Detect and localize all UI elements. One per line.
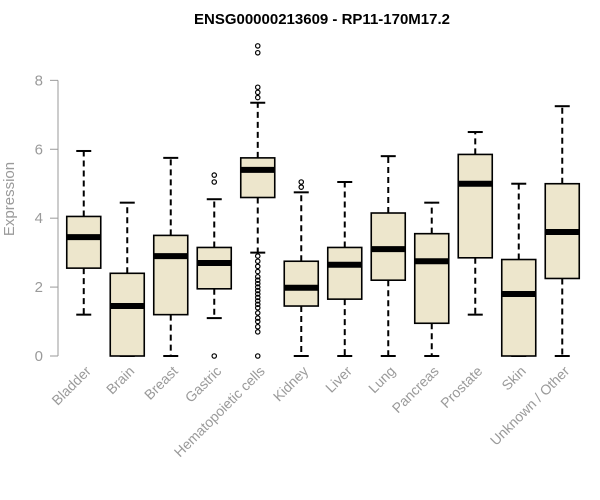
outlier-point <box>298 179 305 185</box>
box-gastric <box>196 172 233 359</box>
outlier-point <box>254 315 261 321</box>
outlier-point <box>254 287 261 294</box>
chart-title: ENSG00000213609 - RP11-170M17.2 <box>194 11 450 28</box>
x-tick-label: Liver <box>322 363 355 396</box>
outlier-point <box>254 329 261 335</box>
boxes-group <box>65 43 581 359</box>
outlier-point <box>254 310 261 316</box>
outlier-point <box>254 84 261 91</box>
x-tick-label: Breast <box>141 363 181 403</box>
box-lung <box>370 155 407 357</box>
y-axis-label: Expression <box>1 162 18 236</box>
iqr-box <box>457 153 494 259</box>
x-tick-label: Pancreas <box>389 363 442 416</box>
iqr-box <box>65 215 102 269</box>
x-tick-label: Skin <box>498 363 529 394</box>
box-pancreas <box>413 201 450 357</box>
iqr-box <box>196 246 233 290</box>
outlier-point <box>254 294 261 301</box>
x-tick-label: Brain <box>103 363 137 397</box>
y-tick-label: 6 <box>35 141 43 158</box>
box-bladder <box>65 149 102 316</box>
box-kidney <box>283 179 320 357</box>
box-unknown-other <box>544 105 581 357</box>
outlier-point <box>211 172 218 178</box>
outlier-point <box>254 253 261 259</box>
iqr-box <box>109 272 146 357</box>
iqr-box <box>413 232 450 325</box>
y-tick-label: 0 <box>35 348 43 365</box>
outlier-point <box>211 179 218 185</box>
outlier-point <box>254 258 261 265</box>
y-tick-label: 2 <box>35 279 43 296</box>
x-tick-label: Gastric <box>182 363 225 406</box>
iqr-box <box>500 258 537 357</box>
box-prostate <box>457 131 494 316</box>
outlier-point <box>254 273 261 280</box>
iqr-box <box>283 260 320 307</box>
outlier-point <box>254 304 261 311</box>
outlier-point <box>211 353 218 359</box>
outlier-point <box>298 184 305 190</box>
iqr-box <box>326 246 363 300</box>
x-tick-label: Bladder <box>48 363 94 409</box>
iqr-box <box>239 157 276 199</box>
x-tick-label: Kidney <box>270 363 312 405</box>
outlier-point <box>254 263 261 270</box>
outlier-point <box>254 291 261 297</box>
outlier-point <box>254 280 261 287</box>
x-tick-label: Lung <box>365 363 398 396</box>
x-tick-label: Prostate <box>437 363 485 411</box>
box-liver <box>326 180 363 357</box>
outlier-point <box>254 94 261 101</box>
outlier-point <box>254 318 261 325</box>
box-brain <box>109 201 146 357</box>
box-skin <box>500 182 537 357</box>
outlier-point <box>254 284 261 290</box>
iqr-box <box>152 234 189 316</box>
outlier-point <box>254 49 261 56</box>
outlier-point <box>254 301 261 308</box>
y-tick-label: 8 <box>35 72 43 89</box>
outlier-point <box>254 298 261 304</box>
outlier-point <box>254 353 261 359</box>
outlier-point <box>254 277 261 283</box>
box-breast <box>152 156 189 357</box>
outlier-point <box>254 268 261 275</box>
outlier-point <box>254 89 261 96</box>
outlier-point <box>254 323 261 330</box>
box-hematopoietic-cells <box>239 43 276 359</box>
y-tick-label: 4 <box>35 210 43 227</box>
outlier-point <box>254 43 261 49</box>
y-axis: 0 2 4 6 8 <box>35 72 59 365</box>
x-tick-label: Unknown / Other <box>487 363 573 449</box>
